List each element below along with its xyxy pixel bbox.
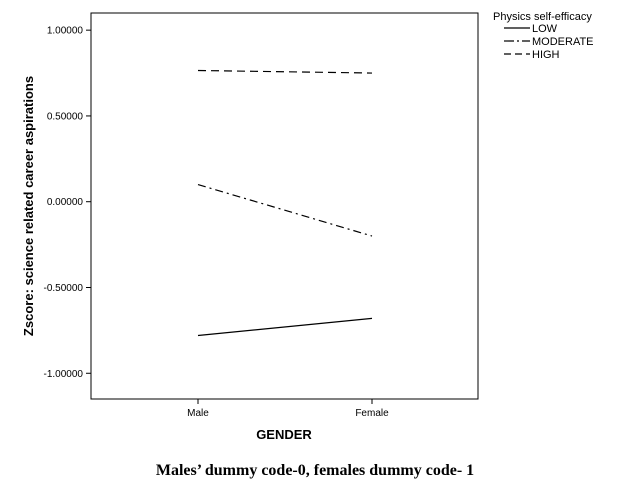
x-tick-label: Male: [187, 408, 209, 419]
series-lines: [197, 69, 373, 337]
figure-caption: Males’ dummy code-0, females dummy code-…: [155, 462, 475, 479]
y-tick-label: -1.00000: [44, 369, 84, 380]
x-axis: Male Female: [187, 399, 389, 419]
series-line-low: [197, 317, 373, 337]
series-line-moderate: [197, 183, 373, 237]
x-axis-title: GENDER: [256, 427, 312, 442]
y-tick-label: 1.00000: [47, 26, 84, 37]
y-axis-title: Zscore: science related career aspiratio…: [21, 76, 36, 336]
chart: 1.00000 0.50000 0.00000 -0.50000 -1.00000 Ma…: [21, 11, 594, 442]
y-axis: 1.00000 0.50000 0.00000 -0.50000 -1.00000: [44, 26, 91, 380]
y-tick-label: 0.00000: [47, 197, 84, 208]
y-tick-label: -0.50000: [44, 283, 84, 294]
x-tick-label: Female: [355, 408, 389, 419]
legend-label-high: HIGH: [532, 49, 560, 61]
legend-title: Physics self-efficacy: [493, 11, 592, 23]
plot-area: [90, 12, 479, 400]
series-line-high: [197, 69, 373, 74]
legend-label-low: LOW: [532, 23, 558, 35]
y-tick-label: 0.50000: [47, 111, 84, 122]
legend-label-moderate: MODERATE: [532, 36, 594, 48]
